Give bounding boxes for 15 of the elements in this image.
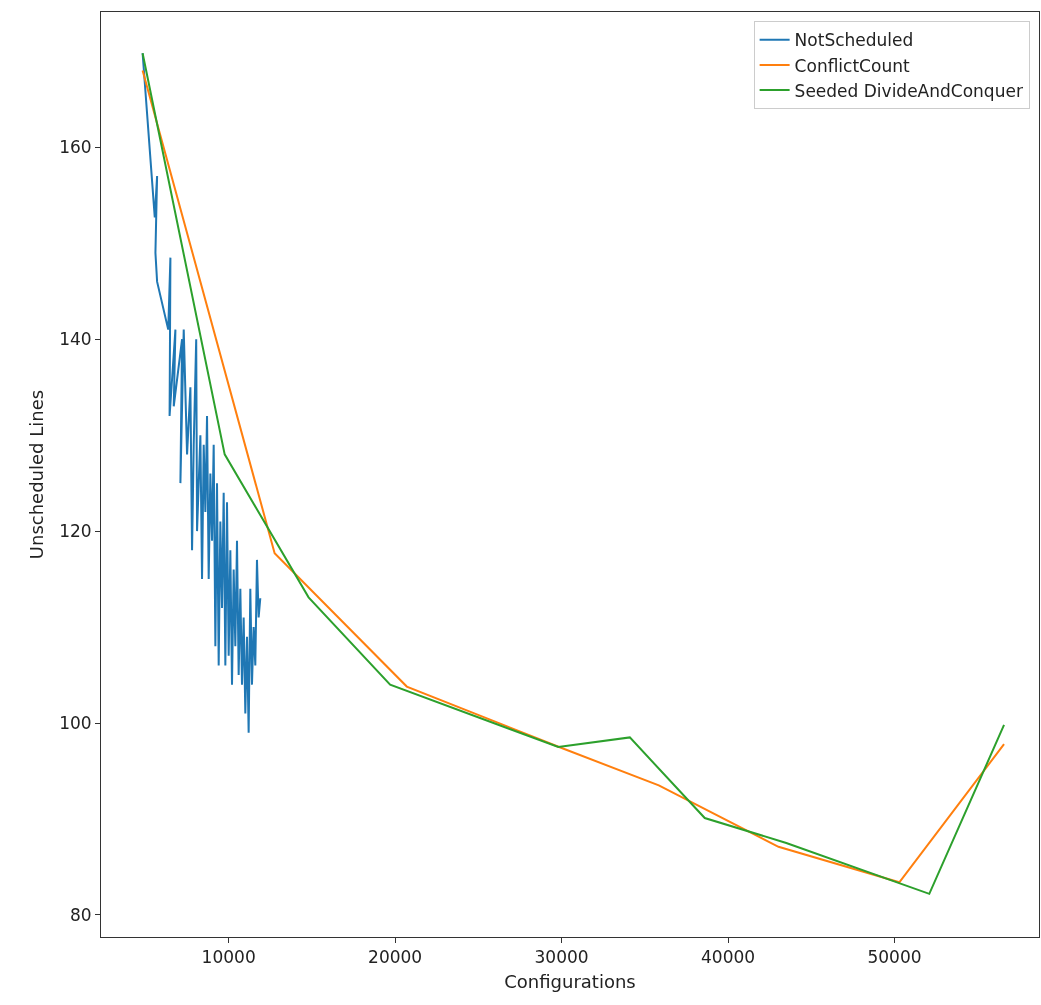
y-tick-label: 80 [69, 904, 92, 925]
x-tick-label: 20000 [368, 947, 423, 968]
x-tick-label: 10000 [201, 947, 256, 968]
legend-label: Seeded DivideAndConquer [794, 80, 1023, 101]
y-tick-label: 140 [59, 329, 92, 350]
x-tick-label: 50000 [867, 947, 922, 968]
x-tick-label: 30000 [534, 947, 589, 968]
x-tick-label: 40000 [701, 947, 756, 968]
x-axis-title: Configurations [504, 970, 636, 992]
y-tick-label: 120 [59, 521, 92, 542]
legend-label: ConflictCount [794, 55, 910, 76]
legend-label: NotScheduled [794, 30, 914, 51]
y-tick-label: 100 [59, 712, 92, 733]
y-axis-title: Unscheduled Lines [26, 389, 48, 560]
y-tick-label: 160 [59, 137, 92, 158]
